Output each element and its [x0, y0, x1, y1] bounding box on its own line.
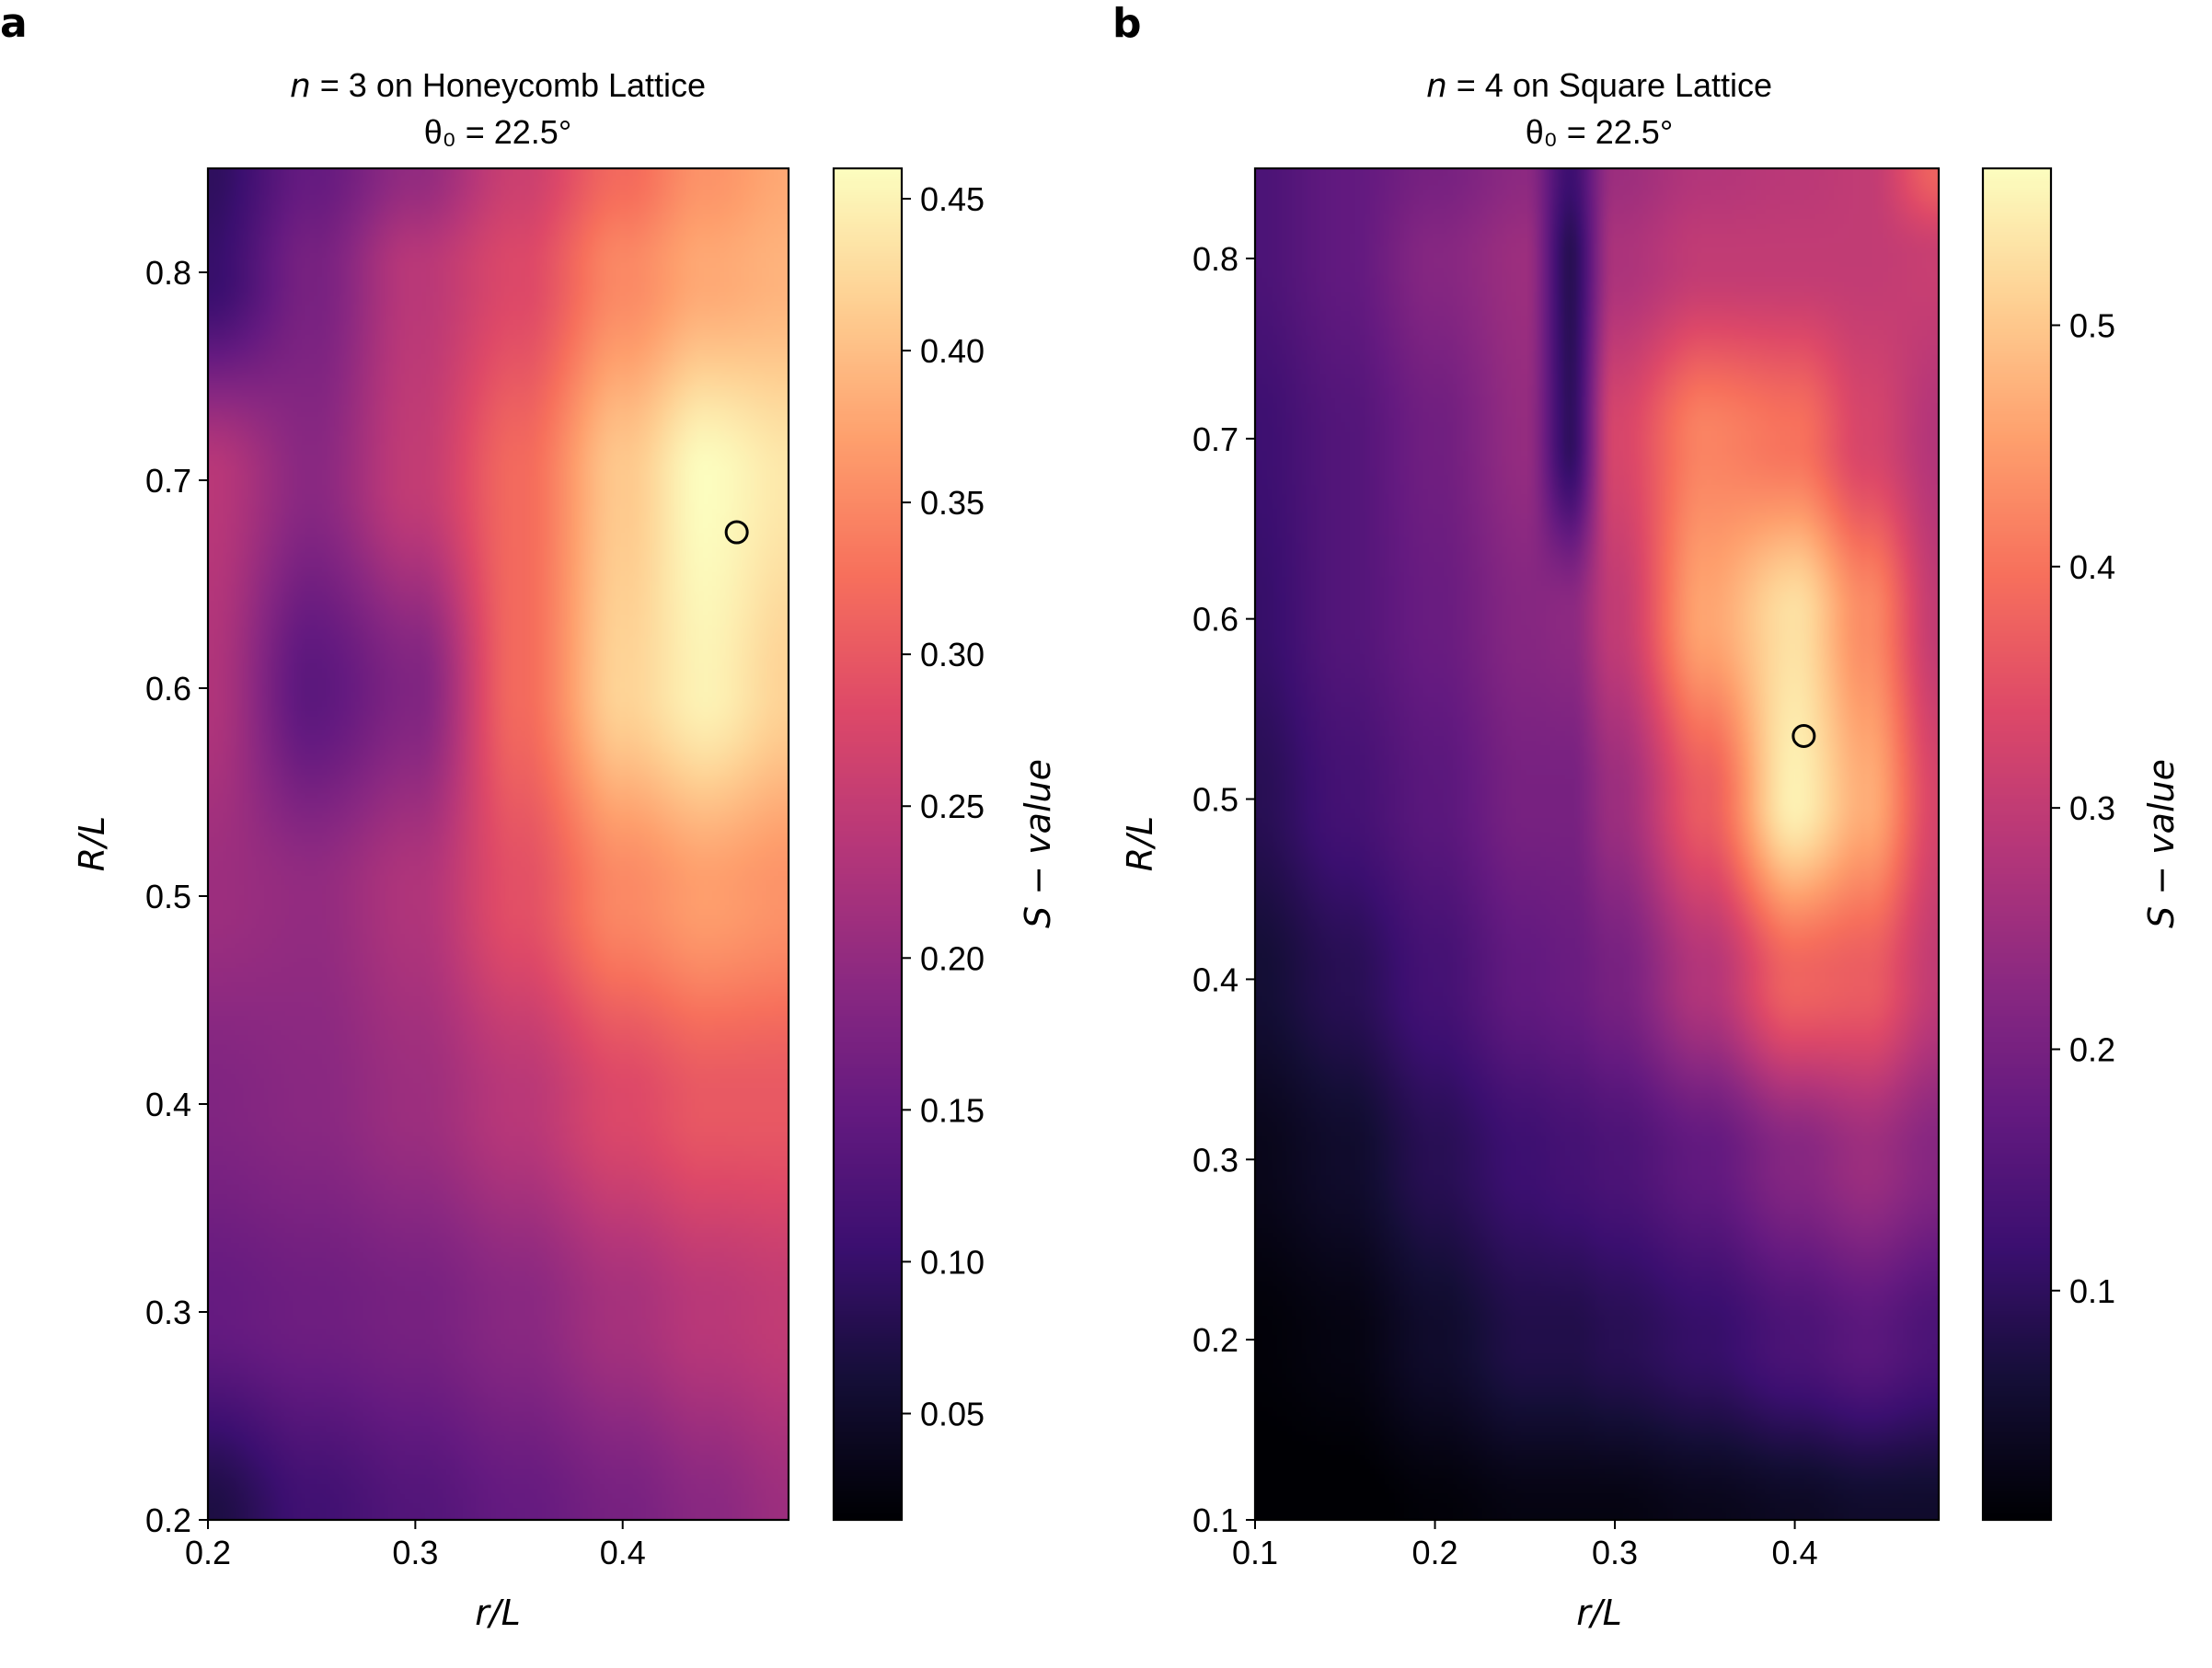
y-tick-label: 0.7 [145, 462, 191, 500]
colorbar-a-frame [832, 167, 904, 1522]
x-tick-label: 0.4 [1772, 1534, 1818, 1571]
y-tick-label: 0.5 [145, 878, 191, 915]
plot-b-frame [1253, 167, 1941, 1522]
y-tick-label: 0.4 [1192, 961, 1238, 998]
colorbar-tick-label: 0.35 [920, 484, 985, 522]
y-tick-label: 0.8 [145, 254, 191, 292]
colorbar-tick-label: 0.2 [2069, 1030, 2115, 1068]
ylabel-b: R/L [1120, 816, 1160, 871]
y-tick-label: 0.3 [1192, 1141, 1238, 1179]
colorbar-b-frame [1981, 167, 2053, 1522]
x-tick-label: 0.2 [185, 1534, 231, 1571]
panel-letter-b: b [1112, 0, 1142, 47]
x-tick-label: 0.2 [1412, 1534, 1458, 1571]
xlabel-a: r/L [475, 1593, 521, 1633]
colorbar-tick-label: 0.4 [2069, 548, 2115, 586]
title-b-line2: θ₀ = 22.5° [1526, 113, 1673, 151]
colorbar-b-label: S − value [2141, 759, 2182, 928]
x-tick-label: 0.3 [392, 1534, 438, 1571]
x-tick-label: 0.1 [1232, 1534, 1278, 1571]
panel-b: b n = 4 on Square Lattice θ₀ = 22.5° 0.1… [1112, 0, 2182, 1633]
colorbar-a-image [834, 168, 902, 1520]
y-tick-label: 0.3 [145, 1294, 191, 1331]
colorbar-tick-label: 0.3 [2069, 789, 2115, 827]
colorbar-tick-label: 0.30 [920, 636, 985, 673]
colorbar-tick-label: 0.45 [920, 180, 985, 218]
x-tick-label: 0.3 [1592, 1534, 1638, 1571]
y-tick-label: 0.6 [1192, 601, 1238, 638]
heatmap-b-image [1255, 168, 1939, 1520]
panel-a: a n = 3 on Honeycomb Lattice θ₀ = 22.5° … [0, 0, 1058, 1633]
ylabel-a: R/L [72, 816, 112, 871]
title-a-line2: θ₀ = 22.5° [424, 113, 571, 151]
colorbar-tick-label: 0.10 [920, 1243, 985, 1281]
colorbar-b-image [1983, 168, 2051, 1520]
y-tick-label: 0.2 [145, 1501, 191, 1539]
axes-b-ticks: 0.1 0.2 0.3 0.4 0.1 0.2 0.3 0.4 0.5 0.6 0.7 0.8 [1192, 240, 1818, 1571]
colorbar-tick-label: 0.5 [2069, 307, 2115, 345]
xlabel-b: r/L [1576, 1593, 1622, 1633]
y-tick-label: 0.6 [145, 670, 191, 707]
y-tick-label: 0.2 [1192, 1321, 1238, 1359]
x-tick-label: 0.4 [600, 1534, 646, 1571]
panel-letter-a: a [0, 0, 28, 47]
colorbar-tick-label: 0.20 [920, 939, 985, 977]
optimum-marker-b [1791, 723, 1816, 748]
y-tick-label: 0.8 [1192, 240, 1238, 278]
title-b-line1: n = 4 on Square Lattice [1426, 66, 1772, 105]
plot-a-frame [206, 167, 790, 1522]
colorbar-a-label: S − value [1018, 759, 1058, 928]
title-a-line1: n = 3 on Honeycomb Lattice [290, 66, 706, 105]
y-tick-label: 0.5 [1192, 781, 1238, 819]
y-tick-label: 0.4 [145, 1086, 191, 1123]
heatmap-a-image [208, 168, 789, 1520]
colorbar-a-ticks: 0.05 0.10 0.15 0.20 0.25 0.30 0.35 0.40 0.45 [902, 180, 985, 1432]
colorbar-tick-label: 0.40 [920, 332, 985, 370]
colorbar-b-ticks: 0.1 0.2 0.3 0.4 0.5 [2051, 307, 2115, 1310]
optimum-marker-a [724, 520, 749, 545]
colorbar-tick-label: 0.25 [920, 788, 985, 825]
colorbar-tick-label: 0.1 [2069, 1272, 2115, 1310]
colorbar-tick-label: 0.15 [920, 1091, 985, 1129]
y-tick-label: 0.7 [1192, 420, 1238, 458]
y-tick-label: 0.1 [1192, 1501, 1238, 1539]
axes-a-ticks: 0.2 0.3 0.4 0.2 0.3 0.4 0.5 0.6 0.7 0.8 [145, 254, 646, 1571]
colorbar-tick-label: 0.05 [920, 1395, 985, 1432]
